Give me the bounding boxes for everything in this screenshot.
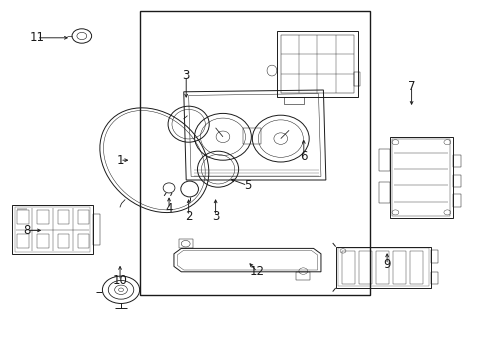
Bar	[15, 207, 90, 252]
Text: 7: 7	[408, 80, 416, 93]
Bar	[359, 251, 372, 284]
Bar	[17, 234, 28, 248]
Bar	[277, 31, 358, 97]
Text: 11: 11	[29, 31, 44, 44]
Text: 3: 3	[182, 69, 190, 82]
Bar	[37, 234, 49, 248]
Bar	[453, 155, 461, 167]
Bar	[393, 251, 406, 284]
Bar	[78, 210, 89, 224]
Text: 9: 9	[383, 258, 391, 271]
Bar	[410, 251, 423, 284]
Text: 12: 12	[250, 265, 265, 278]
Text: 3: 3	[212, 210, 220, 222]
Bar	[390, 137, 453, 218]
Bar	[338, 248, 429, 286]
Bar	[354, 72, 360, 86]
Bar	[431, 250, 438, 263]
Bar	[296, 272, 310, 280]
Text: 6: 6	[300, 150, 308, 163]
Text: 4: 4	[165, 202, 173, 215]
Bar	[93, 214, 100, 245]
Bar	[140, 11, 370, 295]
Bar	[281, 35, 354, 93]
Bar	[243, 128, 261, 144]
Bar	[58, 210, 69, 224]
Bar	[284, 97, 304, 104]
Bar	[336, 247, 431, 288]
Text: 5: 5	[244, 179, 251, 192]
Text: 1: 1	[116, 154, 124, 167]
Bar	[376, 251, 389, 284]
Text: 2: 2	[185, 210, 193, 222]
Bar	[78, 234, 89, 248]
Bar	[342, 251, 355, 284]
Bar	[392, 139, 450, 216]
Bar	[379, 182, 390, 203]
Bar	[17, 210, 28, 224]
Bar	[453, 194, 461, 207]
Bar	[431, 272, 438, 284]
Bar	[379, 149, 390, 171]
Bar	[179, 239, 193, 248]
Text: 8: 8	[23, 224, 31, 237]
Bar	[453, 175, 461, 187]
Text: 10: 10	[113, 274, 127, 287]
Bar	[12, 205, 93, 254]
Bar	[58, 234, 69, 248]
Bar	[37, 210, 49, 224]
